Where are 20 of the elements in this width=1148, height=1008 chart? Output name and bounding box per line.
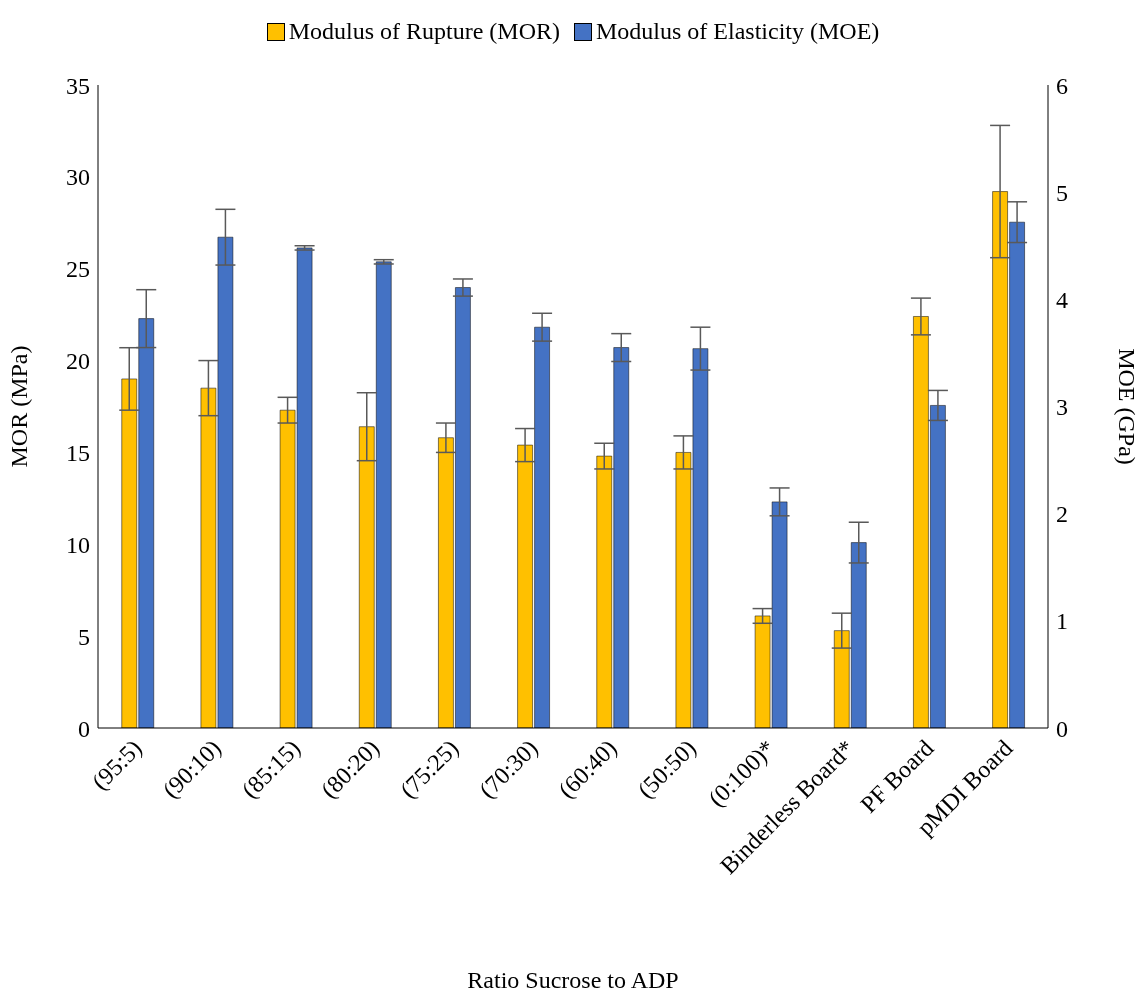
y2-tick-label: 6 bbox=[1056, 72, 1068, 99]
y-axis-title: MOR (MPa) bbox=[5, 345, 32, 468]
x-axis-title: Ratio Sucrose to ADP bbox=[467, 967, 679, 993]
y2-tick-label: 1 bbox=[1056, 608, 1068, 635]
y-tick-label: 20 bbox=[66, 348, 90, 375]
y2-tick-label: 5 bbox=[1056, 179, 1068, 206]
y-tick-label: 0 bbox=[78, 715, 90, 742]
y-tick-label: 30 bbox=[66, 164, 90, 191]
y2-tick-label: 4 bbox=[1056, 286, 1068, 313]
y-tick-label: 25 bbox=[66, 256, 90, 283]
y-tick-label: 35 bbox=[66, 72, 90, 99]
y2-axis-title: MOE (GPa) bbox=[1114, 348, 1141, 465]
y2-tick-label: 0 bbox=[1056, 715, 1068, 742]
y-tick-label: 15 bbox=[66, 439, 90, 466]
y2-tick-label: 2 bbox=[1056, 501, 1068, 528]
y2-tick-label: 3 bbox=[1056, 394, 1068, 421]
y-tick-label: 5 bbox=[78, 623, 90, 650]
y-tick-label: 10 bbox=[66, 531, 90, 558]
legend-label: Modulus of Elasticity (MOE) bbox=[596, 18, 880, 45]
legend-label: Modulus of Rupture (MOR) bbox=[288, 18, 560, 45]
